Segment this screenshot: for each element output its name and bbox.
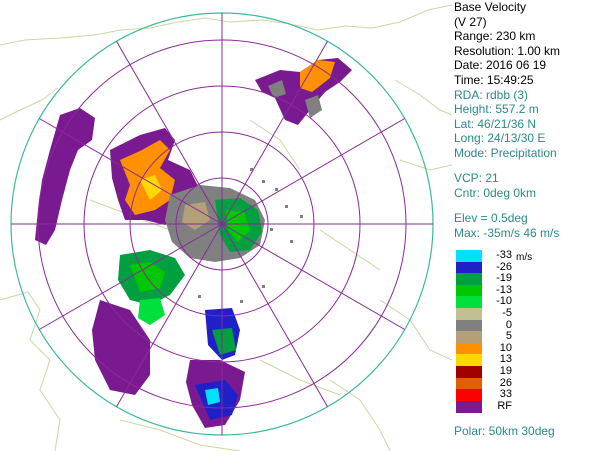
legend-label: 5 — [505, 330, 512, 343]
height-text: Height: 557.2 m — [454, 102, 539, 117]
time-text: Time: 15:49:25 — [454, 73, 534, 87]
legend-swatch — [456, 331, 482, 344]
legend-swatch — [456, 296, 482, 309]
legend-label: 19 — [499, 365, 512, 377]
long-text: Long: 24/13/30 E — [454, 131, 546, 146]
legend-label: -5 — [502, 307, 512, 319]
velocity-legend: -33 -26 -19 -13 -10 -5 0 5 10 13 19 26 33 RF — [456, 249, 546, 420]
legend-label: 10 — [499, 341, 512, 354]
product-code: (V 27) — [454, 14, 487, 29]
legend-swatch — [456, 342, 482, 355]
legend-label: -33 — [496, 249, 512, 261]
legend-label: RF — [497, 399, 512, 412]
info-panel: Base Velocity (V 27) Range: 230 km Resol… — [452, 0, 600, 451]
legend-swatch — [456, 261, 482, 274]
rda-text: RDA: rdbb (3) — [454, 87, 529, 102]
legend-label: -26 — [496, 260, 512, 273]
date-text: Date: 2016 06 19 — [454, 58, 547, 73]
legend-swatch — [456, 366, 482, 378]
legend-label: 33 — [499, 388, 512, 401]
legend-swatch — [456, 319, 482, 332]
legend-swatch — [456, 308, 482, 320]
vcp-text: VCP: 21 — [454, 171, 499, 185]
legend-swatch — [456, 354, 482, 367]
cntr-text: Cntr: 0deg 0km — [454, 185, 537, 200]
mode-text: Mode: Precipitation — [454, 146, 557, 160]
legend-label: 26 — [499, 376, 512, 389]
polar-text: Polar: 50km 30deg — [454, 424, 555, 438]
max-text: Max: -35m/s 46 m/s — [454, 225, 560, 240]
legend-swatch — [456, 389, 482, 402]
legend-label: 13 — [499, 353, 512, 366]
legend-label: -13 — [496, 283, 512, 296]
legend-swatch — [456, 400, 482, 413]
legend-swatch — [456, 284, 482, 297]
legend-swatch — [456, 250, 482, 262]
elev-text: Elev = 0.5deg — [454, 211, 528, 225]
legend-label: 0 — [505, 318, 512, 331]
legend-swatch — [456, 273, 482, 286]
legend-swatch — [456, 377, 482, 390]
legend-unit: m/s — [516, 252, 533, 263]
resolution-text: Resolution: 1.00 km — [454, 43, 561, 58]
range-text: Range: 230 km — [454, 29, 536, 44]
legend-label: -19 — [496, 272, 512, 285]
radar-velocity-map — [0, 4, 452, 451]
legend-label: -10 — [496, 295, 512, 308]
azimuth-lines — [11, 13, 433, 435]
product-name: Base Velocity — [454, 0, 527, 14]
lat-text: Lat: 46/21/36 N — [454, 116, 537, 131]
